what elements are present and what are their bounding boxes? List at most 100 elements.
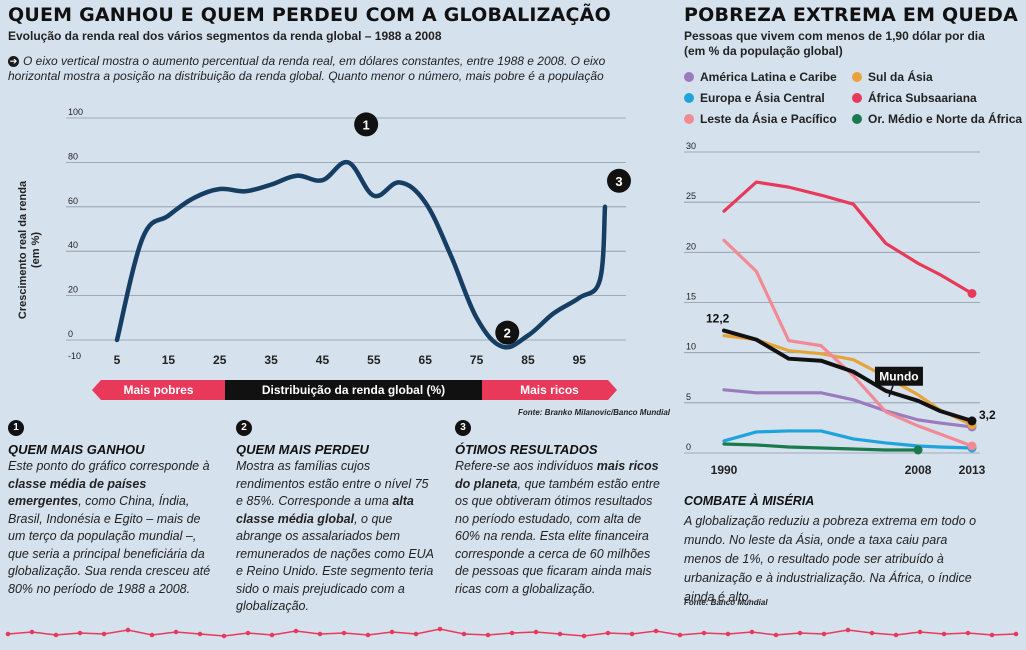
x-tick-label: 55 xyxy=(367,353,381,367)
series-line xyxy=(722,334,974,427)
box-1-number: 1 xyxy=(8,420,24,436)
series-line xyxy=(722,328,974,423)
left-title: QUEM GANHOU E QUEM PERDEU COM A GLOBALIZ… xyxy=(8,4,611,26)
world-end-label: 3,2 xyxy=(979,408,996,422)
decorative-dot xyxy=(365,632,371,638)
box-3-number: 3 xyxy=(455,420,471,436)
x-tick-label: 45 xyxy=(316,353,330,367)
decorative-dot xyxy=(917,629,923,635)
legend-dot xyxy=(684,72,694,82)
richer-label: Mais ricos xyxy=(482,380,617,400)
y-tick-label: -10 xyxy=(68,351,81,361)
income-growth-chart: 100 80 60 40 20 0 -10 5 15 25 35 45 55 65 75 85 95 1 2 3 xyxy=(66,107,631,367)
box-3-text-c: , que também estão entre os que obtivera… xyxy=(455,476,660,596)
legend-dot xyxy=(684,93,694,103)
box-3-text-b: mais ricos do planeta xyxy=(455,459,659,491)
poverty-chart: 30 25 20 15 10 5 0 1990 2008 2013 12,2 3,2 Mundo xyxy=(684,141,996,477)
box-1-text: Este ponto do gráfico corresponde à clas… xyxy=(8,458,213,598)
legend-europa-asia-central: Europa e Ásia Central xyxy=(684,91,825,105)
world-label: Mundo xyxy=(879,370,918,384)
x-tick-label: 65 xyxy=(419,353,433,367)
left-note-text: O eixo vertical mostra o aumento percent… xyxy=(8,54,606,83)
box-3-title: ÓTIMOS RESULTADOS xyxy=(455,442,598,457)
right-caption: A globalização reduziu a pobreza extrema… xyxy=(684,514,977,604)
box-2-number: 2 xyxy=(236,420,252,436)
decorative-dot xyxy=(989,632,995,638)
y-tick-label: 40 xyxy=(68,240,78,250)
box-2-text-a: Mostra as famílias cujos rendimentos est… xyxy=(236,459,429,508)
box-1: 1 QUEM MAIS GANHOU Este ponto do gráfico… xyxy=(8,420,213,598)
decorative-dot xyxy=(77,630,83,636)
legend-label: África Subsaariana xyxy=(868,91,977,105)
y-tick-label: 10 xyxy=(686,342,696,352)
decorative-dot xyxy=(605,630,611,636)
x-tick-label: 2008 xyxy=(905,463,932,477)
decorative-dot xyxy=(845,627,851,633)
legend-dot xyxy=(684,114,694,124)
left-source: Fonte: Branko Milanovic/Banco Mundial xyxy=(518,408,671,417)
series-line xyxy=(722,442,920,452)
box-2-title: QUEM MAIS PERDEU xyxy=(236,442,369,457)
arrow-icon: ➔ xyxy=(8,56,19,68)
decorative-dot xyxy=(869,630,875,636)
box-2: 2 QUEM MAIS PERDEU Mostra as famílias cu… xyxy=(236,420,436,616)
decorative-dot xyxy=(893,632,899,638)
decorative-dot xyxy=(485,632,491,638)
income-growth-line xyxy=(114,160,608,350)
decorative-dot xyxy=(125,627,131,633)
decorative-dot xyxy=(749,629,755,635)
decorative-dot xyxy=(413,631,419,637)
y-tick-label: 5 xyxy=(686,392,691,402)
series-end-dot xyxy=(967,288,977,298)
legend-africa-subsaariana: África Subsaariana xyxy=(852,91,977,105)
box-2-text-c: , o que abrange os assalariados bem remu… xyxy=(236,511,434,614)
decorative-dot xyxy=(725,631,731,637)
decorative-dot xyxy=(197,631,203,637)
box-1-text-c: , como China, Índia, Brasil, Indonésia e… xyxy=(8,494,211,596)
decorative-footer-line xyxy=(5,626,1019,639)
decorative-dot xyxy=(677,632,683,638)
world-label-pointer xyxy=(888,385,894,398)
decorative-dot xyxy=(965,630,971,636)
decorative-dot xyxy=(221,633,227,639)
x-tick-label: 5 xyxy=(114,353,121,367)
decorative-dot xyxy=(1013,631,1019,637)
decorative-dot xyxy=(317,631,323,637)
decorative-dot xyxy=(341,630,347,636)
poorer-label: Mais pobres xyxy=(92,380,225,400)
x-tick-label: 1990 xyxy=(711,463,738,477)
left-note: ➔ O eixo vertical mostra o aumento percen… xyxy=(8,54,628,84)
marker-circle xyxy=(495,320,520,345)
legend-leste-asia: Leste da Ásia e Pacífico xyxy=(684,112,837,126)
decorative-dot xyxy=(821,631,827,637)
x-tick-label: 35 xyxy=(264,353,278,367)
legend-label: Sul da Ásia xyxy=(868,70,933,84)
decorative-dot xyxy=(797,630,803,636)
legend-america-latina: América Latina e Caribe xyxy=(684,70,837,84)
decorative-dot xyxy=(5,631,11,637)
series-end-dot xyxy=(913,445,923,455)
box-3: 3 ÓTIMOS RESULTADOS Refere-se aos indiví… xyxy=(455,420,660,598)
decorative-dot xyxy=(533,629,539,635)
legend-dot xyxy=(852,93,862,103)
series-line xyxy=(722,238,974,448)
world-start-label: 12,2 xyxy=(706,312,730,326)
decorative-dot xyxy=(53,632,59,638)
marker-circle xyxy=(354,112,379,137)
x-tick-label: 95 xyxy=(573,353,587,367)
y-tick-label: 0 xyxy=(686,442,691,452)
y-tick-label: 25 xyxy=(686,191,696,201)
decorative-dot xyxy=(701,630,707,636)
y-tick-label: 100 xyxy=(68,107,83,117)
decorative-dot xyxy=(581,633,587,639)
poverty-legend: América Latina e Caribe Sul da Ásia Euro… xyxy=(684,70,1024,132)
right-caption-title: COMBATE À MISÉRIA xyxy=(684,494,815,508)
marker-label: 2 xyxy=(504,326,511,341)
decorative-dot xyxy=(509,630,515,636)
decorative-dot xyxy=(461,631,467,637)
x-tick-label: 85 xyxy=(521,353,535,367)
right-title: POBREZA EXTREMA EM QUEDA xyxy=(684,4,1019,26)
y-tick-label: 30 xyxy=(686,141,696,151)
box-1-text-a: Este ponto do gráfico corresponde à xyxy=(8,459,210,473)
decorative-dot xyxy=(29,629,35,635)
